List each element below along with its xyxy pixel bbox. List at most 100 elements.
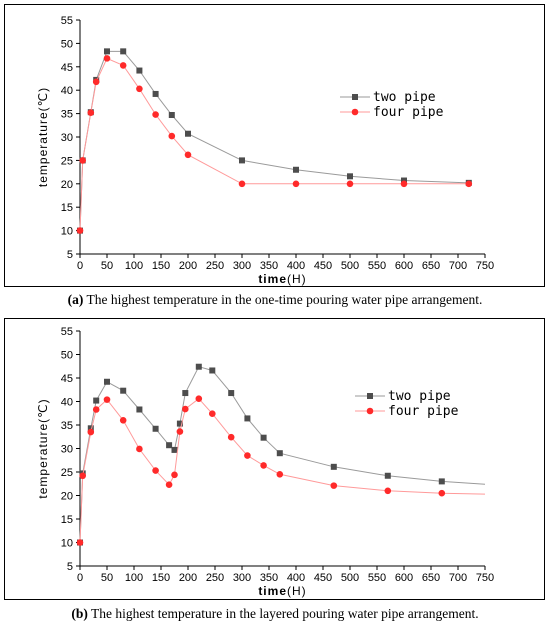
chart-1-series-0-point [166, 442, 173, 449]
chart-0-x-tick-label: 250 [206, 260, 224, 272]
chart-1-series-1-point [195, 395, 203, 402]
chart-1-y-tick-label: 40 [61, 397, 73, 409]
chart-1-x-tick-label: 700 [449, 572, 467, 584]
chart-1-series-0-point [228, 390, 235, 397]
caption-b-text: The highest temperature in the layered p… [87, 606, 479, 621]
chart-1-series-1-point [79, 472, 86, 480]
chart-1-series-0-point [136, 406, 143, 413]
chart-0-y-tick-label: 55 [61, 15, 73, 27]
chart-0-series-1-point [76, 227, 84, 234]
chart-1-x-tick-label: 450 [314, 572, 332, 584]
caption-a-tag: (a) [67, 292, 84, 307]
chart-1-series-1-point [209, 410, 216, 418]
chart-1-series-1-point [227, 433, 235, 441]
chart-0-x-tick-label: 300 [233, 260, 251, 272]
chart-0-y-tick-label: 15 [61, 202, 73, 214]
chart-0-x-tick-label: 550 [368, 260, 386, 272]
chart-0-legend-0-label: two pipe [373, 90, 436, 105]
chart-1-series-1-point [330, 482, 338, 489]
chart-1-y-tick-label: 35 [61, 420, 73, 432]
chart-1-x-tick-label: 750 [476, 572, 494, 584]
chart-0-x-tick-label: 650 [422, 260, 440, 272]
chart-0-x-tick-label: 750 [476, 260, 494, 272]
chart-1-legend-1-marker [366, 407, 374, 415]
chart-1-series-0-point [438, 478, 445, 485]
chart-1-series-1-point [87, 428, 95, 436]
chart-1-y-tick-label: 20 [61, 491, 73, 503]
chart-1-series-1-point [176, 428, 184, 435]
chart-0-series-1-point [119, 62, 127, 69]
chart-1-series-1-point [152, 467, 159, 474]
chart-0-series-0-point [120, 48, 127, 55]
chart-0-x-tick-label: 150 [152, 260, 170, 272]
chart-0-series-0-point [347, 173, 353, 180]
chart-1-series-1-point [103, 396, 111, 403]
chart-1-series-1-line [79, 398, 486, 543]
chart-1-series-1-point [244, 452, 251, 459]
chart-1-x-tick-label: 550 [368, 572, 386, 584]
chart-1-series-1-point [171, 471, 178, 479]
chart-1-legend-0-marker [367, 393, 373, 399]
chart-1-y-tick-label: 30 [61, 444, 73, 456]
chart-0-y-tick-label: 35 [61, 109, 73, 121]
chart-1-y-tick-label: 50 [61, 350, 73, 362]
chart-0-x-tick-label: 600 [395, 260, 413, 272]
chart-0-series-1-point [346, 180, 354, 188]
chart-1-series-1-point [76, 539, 84, 546]
chart-1-series-1-point [276, 471, 284, 478]
chart-1-x-axis-title: time(H) [258, 584, 306, 598]
chart-0-x-axis-label: time [258, 272, 287, 286]
chart-0-series-0-line [79, 50, 469, 231]
chart-1-x-tick-label: 400 [287, 572, 305, 584]
chart-1-series-1-point [182, 405, 189, 413]
chart-1-series-0-point [244, 415, 251, 422]
chart-panel-a: 5 10 15 20 25 30 35 40 45 50 55 0 50 100 150 200 250 300 3… [4, 4, 545, 287]
chart-0-x-tick-label: 400 [287, 260, 305, 272]
chart-0-x-tick-label: 500 [341, 260, 359, 272]
chart-1-x-tick-label: 350 [260, 572, 278, 584]
chart-0-series-1-point [184, 151, 192, 159]
chart-1-x-tick-label: 250 [206, 572, 224, 584]
chart-0-y-axis-title: temperature(℃) [36, 87, 50, 187]
chart-1-series-1-point [165, 481, 173, 488]
chart-1-series-0-point [209, 367, 216, 374]
chart-1-x-tick-label: 200 [179, 572, 197, 584]
chart-1-series-0-point [260, 434, 267, 441]
chart-1-x-tick-label: 500 [341, 572, 359, 584]
chart-1-series-0-point [120, 387, 127, 394]
chart-1-series-0-point [195, 363, 202, 370]
chart-1-series-0-point [176, 420, 183, 427]
chart-0-y-tick-label: 40 [61, 85, 73, 97]
chart-1-series-0-point [104, 378, 110, 385]
chart-1-legend-1-label: four pipe [388, 404, 459, 419]
chart-0-y-tick-label: 45 [61, 62, 73, 74]
chart-1-series-0-point [330, 463, 337, 470]
chart-1-y-tick-label: 55 [61, 326, 73, 338]
chart-0-series-0-point [136, 67, 143, 74]
chart-0-x-axis-title: time(H) [258, 272, 306, 286]
chart-0-series-1-point [87, 109, 95, 116]
chart-0-y-tick-label: 50 [61, 38, 73, 50]
chart-0-y-tick-label: 5 [67, 249, 73, 261]
chart-1-series-0-point [182, 390, 189, 397]
chart-0-series-1-line [79, 57, 469, 231]
chart-0-x-axis-unit: (H) [287, 272, 307, 286]
caption-b-tag: (b) [71, 606, 88, 621]
chart-0-x-tick-label: 700 [449, 260, 467, 272]
chart-0-legend-1-label: four pipe [373, 105, 444, 120]
chart-1-y-tick-label: 15 [61, 514, 73, 526]
chart-0-series-0-point [104, 48, 110, 55]
chart-0-series-1-point [92, 78, 100, 86]
chart-0-series-1-point [136, 85, 143, 93]
chart-0-x-tick-label: 450 [314, 260, 332, 272]
chart-0-x-tick-label: 350 [260, 260, 278, 272]
chart-1-x-axis-unit: (H) [287, 584, 307, 598]
chart-1-y-tick-label: 25 [61, 467, 73, 479]
chart-0-series-1-point [400, 180, 408, 188]
chart-0-y-tick-label: 10 [61, 226, 73, 238]
chart-1-x-tick-label: 0 [77, 572, 83, 584]
chart-1-series-0-point [276, 450, 283, 457]
chart-1-x-axis-label: time [258, 584, 287, 598]
